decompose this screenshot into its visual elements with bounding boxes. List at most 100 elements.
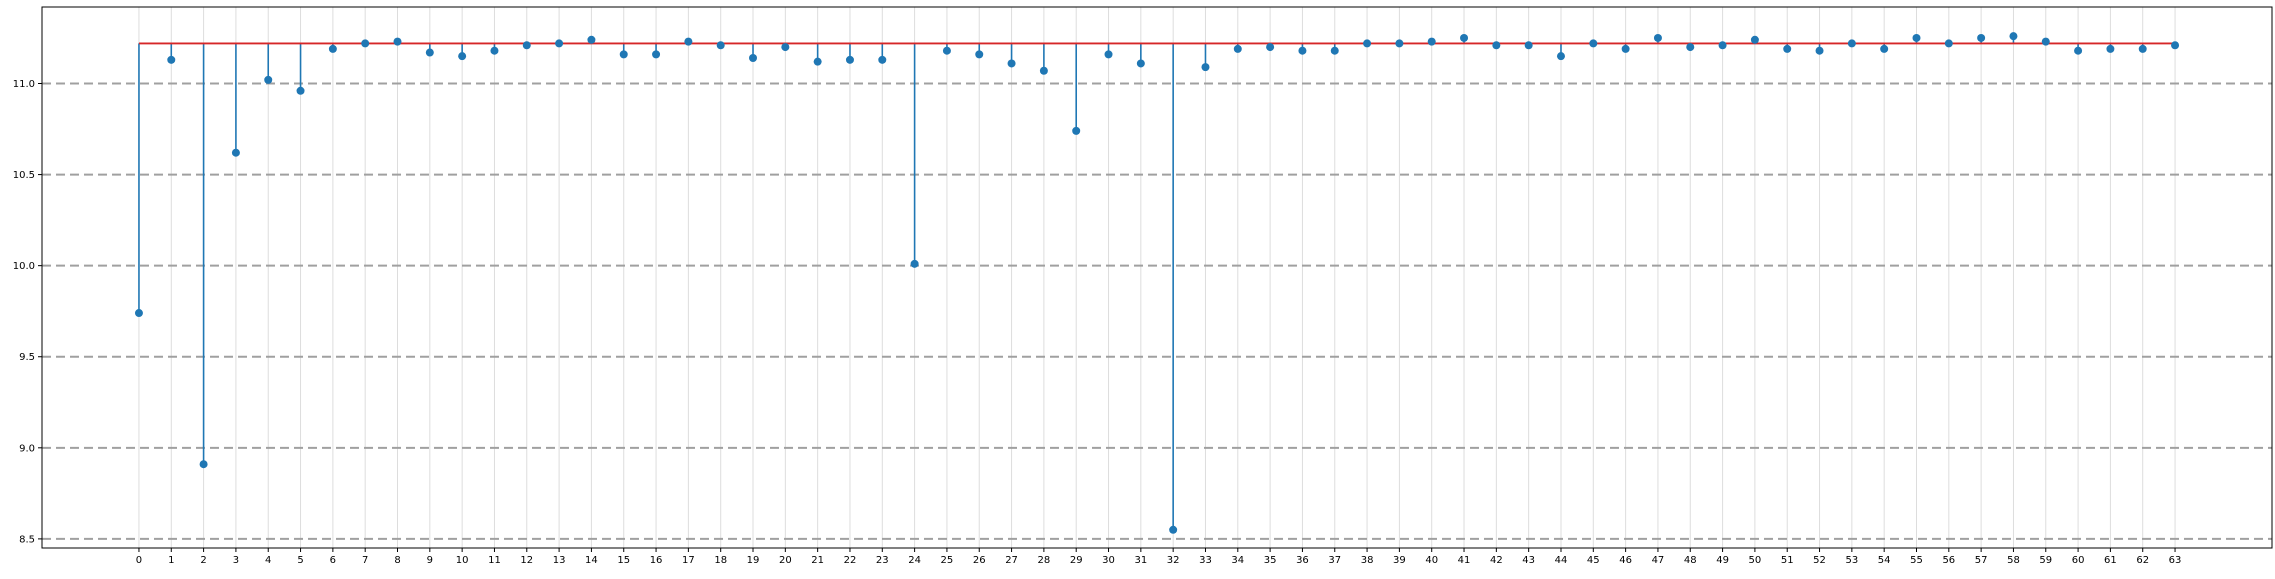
stem-marker	[619, 50, 628, 59]
x-tick-label: 25	[941, 555, 954, 566]
y-tick-label: 10.0	[13, 261, 35, 272]
x-tick-label: 23	[876, 555, 889, 566]
stem-marker	[134, 309, 143, 318]
x-tick-label: 32	[1167, 555, 1180, 566]
x-tick-label: 42	[1490, 555, 1503, 566]
x-tick-label: 63	[2169, 555, 2182, 566]
x-tick-label: 19	[747, 555, 760, 566]
stem-marker	[1492, 41, 1501, 50]
stem-marker	[393, 37, 402, 46]
x-tick-label: 59	[2039, 555, 2052, 566]
x-tick-label: 15	[617, 555, 630, 566]
x-tick-label: 5	[297, 555, 303, 566]
stem-marker	[1621, 44, 1630, 53]
x-tick-label: 34	[1231, 555, 1244, 566]
x-tick-label: 16	[650, 555, 663, 566]
x-tick-label: 41	[1458, 555, 1471, 566]
stem-marker	[684, 37, 693, 46]
x-tick-label: 11	[488, 555, 501, 566]
stem-marker	[1104, 50, 1113, 59]
stem-marker	[1330, 46, 1339, 55]
stem-marker	[716, 41, 725, 50]
x-tick-label: 21	[811, 555, 824, 566]
x-tick-label: 35	[1264, 555, 1277, 566]
stem-marker	[2171, 41, 2180, 50]
stem-marker	[2041, 37, 2050, 46]
y-tick-label: 10.5	[13, 170, 35, 181]
x-tick-label: 58	[2007, 555, 2020, 566]
stem-marker	[1039, 66, 1048, 75]
stem-marker	[813, 57, 822, 66]
stem-marker	[1750, 35, 1759, 44]
y-tick-label: 11.0	[13, 79, 35, 90]
stem-marker	[1395, 39, 1404, 48]
x-tick-label: 7	[362, 555, 368, 566]
x-tick-label: 17	[682, 555, 695, 566]
stem-marker	[2009, 32, 2018, 41]
x-tick-label: 28	[1038, 555, 1051, 566]
stem-marker	[1718, 41, 1727, 50]
stem-marker	[845, 55, 854, 64]
stem-marker	[1266, 43, 1275, 52]
x-tick-label: 20	[779, 555, 792, 566]
x-tick-label: 26	[973, 555, 986, 566]
x-tick-label: 51	[1781, 555, 1794, 566]
x-tick-label: 40	[1425, 555, 1438, 566]
x-tick-label: 12	[520, 555, 533, 566]
stem-marker	[2106, 44, 2115, 53]
x-tick-label: 49	[1716, 555, 1729, 566]
x-tick-label: 18	[714, 555, 727, 566]
x-tick-label: 38	[1361, 555, 1374, 566]
x-tick-label: 45	[1587, 555, 1600, 566]
stem-marker	[361, 39, 370, 48]
x-tick-label: 4	[265, 555, 271, 566]
stem-marker	[1783, 44, 1792, 53]
x-tick-label: 10	[456, 555, 469, 566]
x-tick-label: 8	[394, 555, 400, 566]
x-tick-label: 46	[1619, 555, 1632, 566]
stem-marker	[975, 50, 984, 59]
stem-marker	[1298, 46, 1307, 55]
stem-marker	[199, 460, 208, 469]
stem-lines	[138, 36, 2176, 530]
x-tick-label: 30	[1102, 555, 1115, 566]
stem-marker	[1427, 37, 1436, 46]
x-tick-label: 6	[330, 555, 336, 566]
x-tick-label: 60	[2072, 555, 2085, 566]
x-tick-label: 61	[2104, 555, 2117, 566]
stem-marker	[1363, 39, 1372, 48]
x-axis-ticks: 0 1 2 3 4 5 6 7 8 9 10 11 12 13 14 15 16 17 18 19 20 21 22 23 24…	[136, 548, 2182, 566]
x-grid	[138, 7, 2176, 548]
stem-marker	[555, 39, 564, 48]
x-tick-label: 22	[844, 555, 857, 566]
x-tick-label: 47	[1652, 555, 1665, 566]
stem-marker	[1556, 52, 1565, 61]
stem-marker	[425, 48, 434, 57]
stem-marker	[652, 50, 661, 59]
stem-marker	[749, 54, 758, 63]
stem-marker	[1653, 33, 1662, 42]
plot-frame	[41, 6, 2273, 549]
x-tick-label: 44	[1555, 555, 1568, 566]
stem-marker	[231, 148, 240, 157]
stem-marker	[264, 75, 273, 84]
x-tick-label: 57	[1975, 555, 1988, 566]
x-tick-label: 52	[1813, 555, 1826, 566]
x-tick-label: 54	[1878, 555, 1891, 566]
stem-marker	[490, 46, 499, 55]
stem-marker	[1944, 39, 1953, 48]
stem-marker	[1233, 44, 1242, 53]
stem-marker	[1847, 39, 1856, 48]
x-tick-label: 31	[1134, 555, 1147, 566]
stem-marker	[878, 55, 887, 64]
stem-marker	[1686, 43, 1695, 52]
x-tick-label: 1	[168, 555, 174, 566]
x-tick-label: 55	[1910, 555, 1923, 566]
y-tick-label: 8.5	[19, 534, 35, 545]
x-tick-label: 39	[1393, 555, 1406, 566]
stem-marker	[2138, 44, 2147, 53]
x-tick-label: 33	[1199, 555, 1212, 566]
stem-marker	[1460, 33, 1469, 42]
stem-marker	[1977, 33, 1986, 42]
